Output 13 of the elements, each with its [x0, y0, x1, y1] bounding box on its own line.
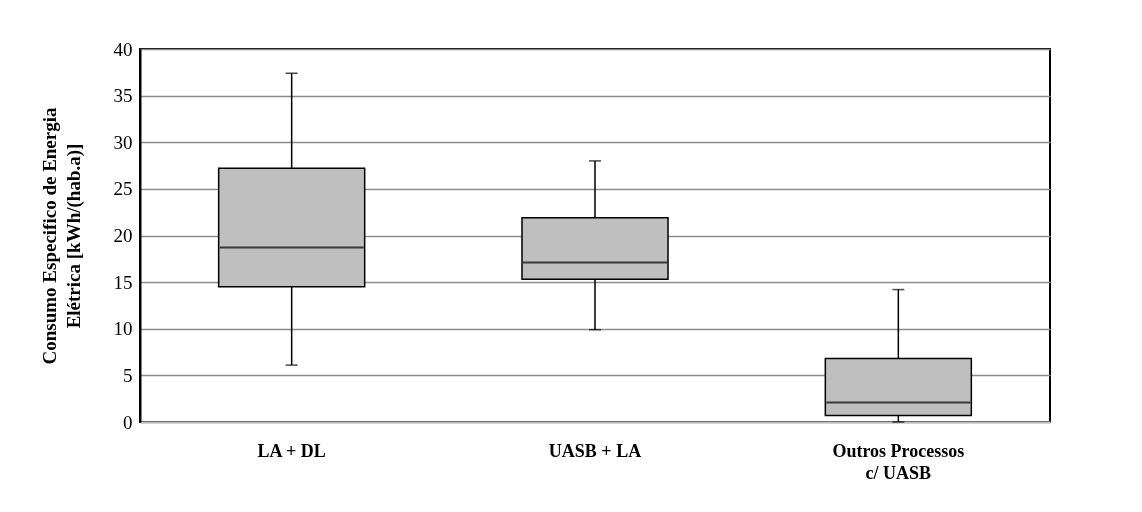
- x-tick-label: UASB + LA: [548, 440, 642, 461]
- y-tick-label: 20: [113, 225, 133, 246]
- y-tick-label: 25: [113, 178, 133, 200]
- x-tick-label: LA + DL: [257, 440, 326, 461]
- x-tick-label: Outros Processos c/ UASB: [832, 440, 965, 483]
- y-tick-label: 0: [123, 411, 133, 433]
- y-tick-label: 35: [113, 85, 133, 107]
- y-tick-label: 40: [113, 38, 133, 60]
- y-tick-label: 30: [113, 131, 133, 153]
- y-axis-title: Consumo Especifico de Energia Elétrica [kWh/(hab.a)]: [38, 106, 85, 365]
- y-tick-label: 15: [113, 271, 133, 293]
- y-tick-label: 10: [113, 318, 133, 340]
- y-tick-label: 5: [123, 364, 133, 386]
